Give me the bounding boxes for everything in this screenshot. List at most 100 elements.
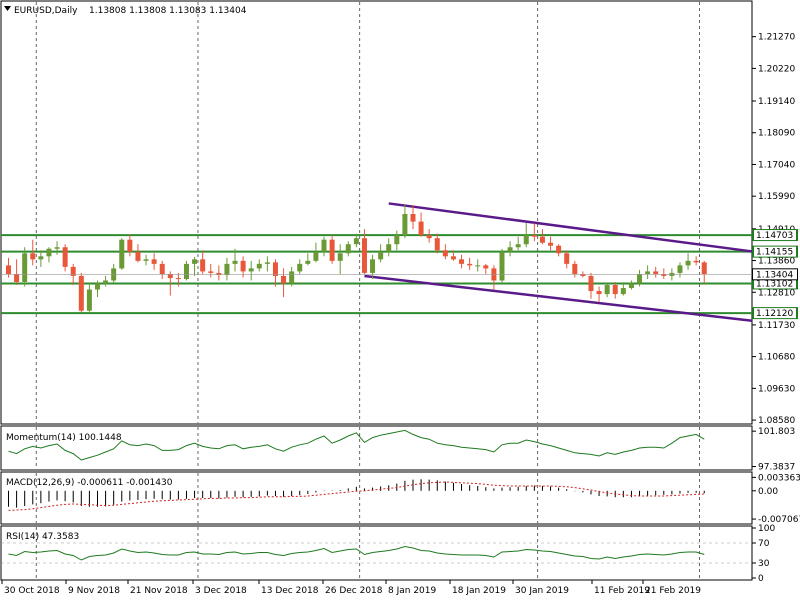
candle-body	[175, 278, 181, 280]
candle-body	[418, 221, 424, 236]
candle-body	[612, 285, 618, 295]
candle-body	[402, 214, 408, 236]
candle-body	[685, 260, 691, 266]
candle-body	[86, 289, 92, 311]
candle-body	[523, 235, 529, 245]
level-label: 1.14155	[756, 248, 793, 258]
rsi-panel-frame	[0, 525, 753, 581]
candle-body	[70, 266, 76, 276]
macd-tick-label: -0.007067	[758, 515, 800, 525]
candle-body	[394, 235, 400, 245]
rsi-levels	[1, 542, 752, 564]
candle-body	[370, 259, 376, 273]
candle-body	[386, 244, 392, 252]
candle-body	[208, 271, 214, 273]
candle-body	[467, 263, 473, 266]
candle-body	[183, 263, 189, 279]
candle-body	[38, 256, 44, 260]
candle-body	[313, 251, 319, 261]
macd-tick-label: 0.003363	[758, 473, 800, 483]
date-tick-label: 11 Feb 2019	[594, 586, 650, 596]
price-tick-label: 1.10680	[758, 353, 795, 363]
date-tick-label: 30 Jan 2019	[515, 586, 569, 596]
price-tick-label: 1.18090	[758, 129, 795, 139]
momentum-panel-frame	[0, 425, 753, 471]
trend-channel[interactable]	[364, 202, 753, 322]
macd-title: MACD(12,26,9) -0.000611 -0.001430	[6, 478, 173, 488]
date-tick-label: 21 Feb 2019	[645, 586, 701, 596]
price-tick-label: 1.20220	[758, 64, 795, 74]
candle-body	[103, 280, 109, 284]
candle-body	[507, 247, 513, 252]
candle-body	[459, 259, 465, 264]
candle-body	[645, 271, 651, 275]
candle-body	[151, 259, 157, 264]
candle-body	[628, 283, 634, 289]
candle-body	[321, 239, 327, 252]
candle-body	[200, 259, 206, 272]
macd-panel-frame	[0, 471, 753, 525]
date-tick-label: 8 Jan 2019	[388, 586, 436, 596]
momentum-tick-label: 101.803	[758, 427, 795, 437]
rsi-tick-label: 0	[758, 574, 764, 584]
rsi-axis: 100 70 30 0	[752, 524, 775, 584]
macd-axis: 0.003363 0.00 -0.007067	[752, 473, 800, 525]
price-tick-label: 1.08580	[758, 416, 795, 426]
level-label-inner	[754, 278, 796, 289]
momentum-panel: 101.803 97.3837 Momentum(14) 100.1448	[0, 425, 795, 473]
candle-body	[329, 239, 335, 261]
candle-body	[192, 259, 198, 264]
momentum-title: Momentum(14) 100.1448	[6, 433, 122, 443]
candle-body	[442, 250, 448, 257]
candle-body	[119, 239, 125, 269]
vertical-grid	[35, 2, 700, 423]
price-tick-label: 1.13860	[758, 257, 795, 267]
channel-upper-line	[388, 202, 753, 253]
candle-body	[693, 260, 699, 263]
date-tick-label: 26 Dec 2018	[325, 586, 383, 596]
price-tick-label: 1.19140	[758, 97, 795, 107]
candle-body	[475, 265, 481, 267]
candle-body	[361, 238, 367, 273]
candle-body	[345, 244, 351, 254]
date-tick-label: 30 Oct 2018	[4, 586, 60, 596]
candle-body	[135, 251, 141, 261]
momentum-axis: 101.803 97.3837	[752, 427, 795, 473]
momentum-line	[8, 429, 705, 461]
candle-body	[499, 251, 505, 281]
candle-body	[677, 265, 683, 273]
vertical-grid	[35, 473, 700, 523]
date-tick-label: 21 Nov 2018	[130, 586, 188, 596]
candle-body	[272, 262, 278, 276]
collapse-triangle-icon[interactable]	[4, 6, 11, 11]
candle-body	[6, 265, 11, 275]
momentum-tick-label: 97.3837	[758, 463, 795, 473]
candle-body	[410, 214, 416, 222]
candle-body	[620, 288, 626, 295]
candle-body	[556, 245, 562, 254]
candle-body	[297, 263, 303, 272]
candle-body	[572, 263, 578, 275]
candle-body	[661, 274, 667, 276]
channel-lower-line	[364, 274, 753, 322]
candle-body	[281, 275, 287, 284]
candle-body	[337, 253, 343, 261]
level-label: 1.12120	[756, 309, 793, 319]
candle-body	[653, 271, 659, 275]
candle-body	[564, 253, 570, 264]
candle-body	[353, 238, 359, 245]
candle-body	[143, 259, 149, 261]
candle-body	[548, 242, 554, 246]
candle-body	[256, 263, 262, 269]
vertical-grid	[35, 427, 700, 469]
price-tick-label: 1.15990	[758, 192, 795, 202]
macd-panel: 0.003363 0.00 -0.007067 MACD(12,26,9) -0.0…	[0, 471, 800, 525]
price-panel: 1.21270 1.20220 1.19140 1.18090 1.17040 1.159…	[0, 0, 798, 426]
level-labels: 1.14703 1.14155 1.13102 1.12120 1.13404	[1, 229, 798, 320]
level-label-inner	[754, 246, 796, 257]
date-axis: 30 Oct 2018 9 Nov 2018 21 Nov 2018 3 Dec 20…	[1, 580, 701, 596]
candle-body	[596, 291, 602, 295]
candle-body	[78, 275, 84, 311]
